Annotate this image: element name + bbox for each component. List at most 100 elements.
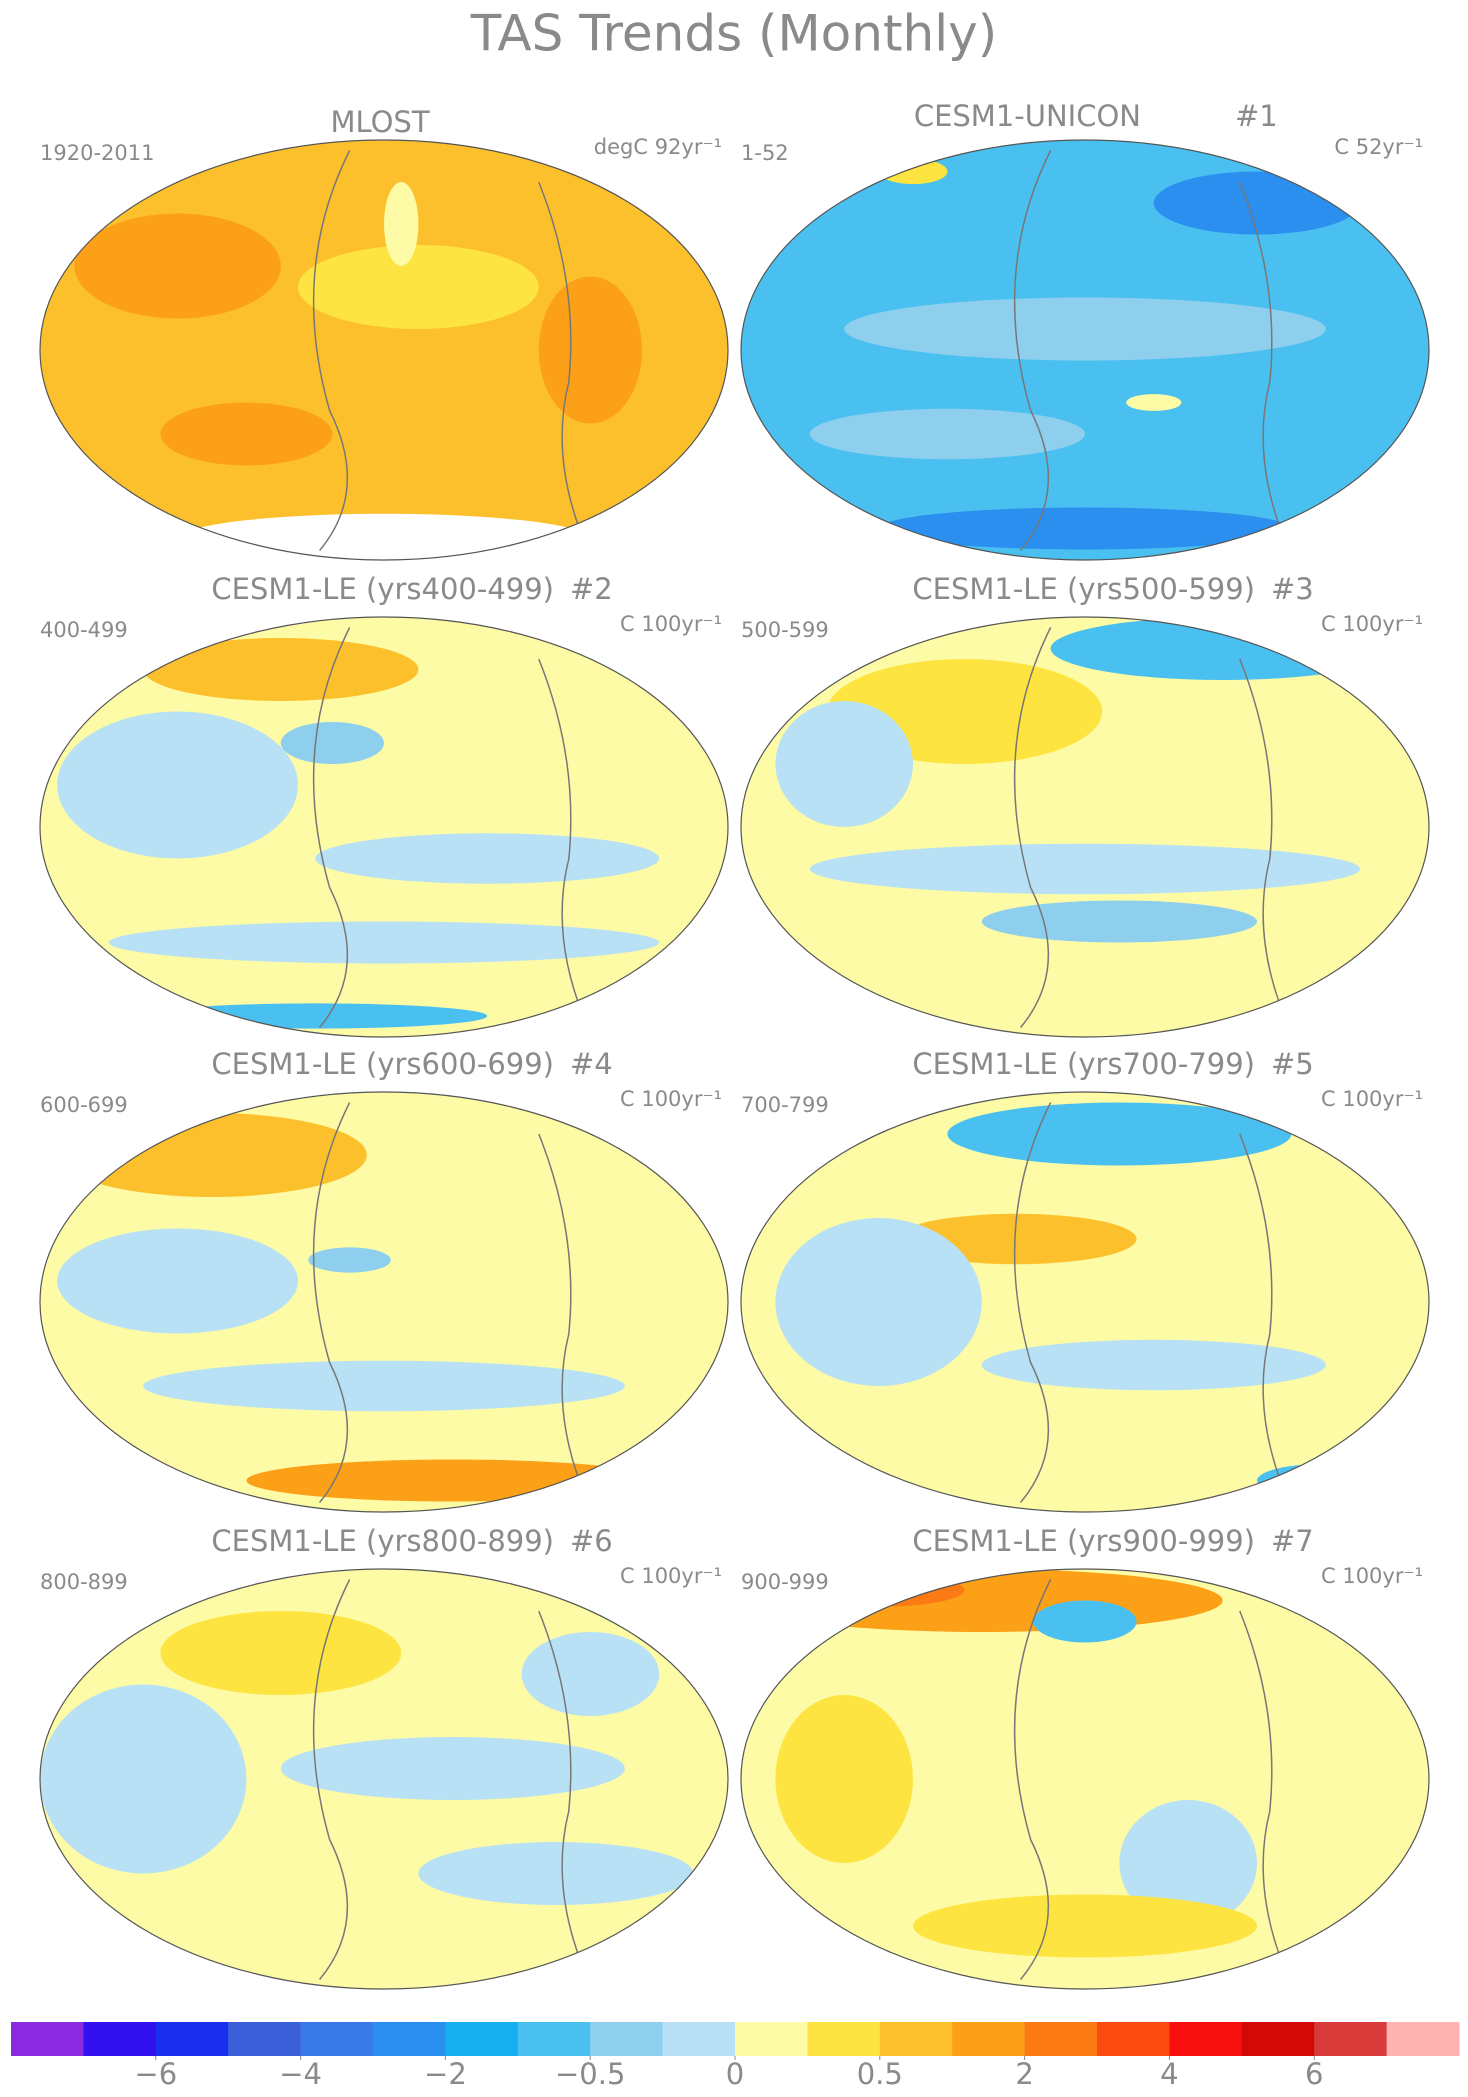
coastline xyxy=(1013,1102,1306,1512)
colorbar-box xyxy=(590,2022,664,2056)
map-border xyxy=(39,1568,729,1990)
map-panel xyxy=(40,1092,728,1512)
panel-number: #1 xyxy=(1235,99,1278,133)
map-region xyxy=(384,182,419,266)
map-region xyxy=(160,402,333,466)
panel-number: #4 xyxy=(570,1047,613,1081)
colorbar-box xyxy=(1169,2022,1243,2056)
colorbar-label: −6 xyxy=(134,2057,177,2091)
map-region xyxy=(1119,1800,1257,1926)
right-label: C 100yr⁻¹ xyxy=(620,1087,722,1111)
panel-number: #6 xyxy=(570,1524,613,1558)
coastline xyxy=(312,627,605,1037)
map-region xyxy=(844,297,1326,361)
map-panel xyxy=(40,140,728,560)
map-region xyxy=(775,1218,982,1386)
colorbar-box xyxy=(952,2022,1026,2056)
coastline xyxy=(1013,150,1306,560)
map-region xyxy=(981,1339,1326,1391)
panel-number: #3 xyxy=(1271,572,1314,606)
coastline xyxy=(312,1102,605,1512)
right-label: C 100yr⁻¹ xyxy=(1321,612,1423,636)
left-label: 1920-2011 xyxy=(40,141,154,165)
colorbar-label: −2 xyxy=(424,2057,467,2091)
map-region xyxy=(538,276,643,424)
map-region xyxy=(775,1695,913,1863)
map-region xyxy=(775,701,913,827)
map-border xyxy=(39,139,729,561)
colorbar-box xyxy=(155,2022,229,2056)
panel-number: #7 xyxy=(1271,1524,1314,1558)
colorbar-label: 4 xyxy=(1160,2057,1178,2091)
panel-title: MLOST xyxy=(330,105,429,139)
colorbar-label: 0.5 xyxy=(857,2057,903,2091)
colorbar-box xyxy=(300,2022,374,2056)
map-region xyxy=(280,1737,625,1800)
right-label: degC 92yr⁻¹ xyxy=(594,135,722,159)
map-region xyxy=(981,900,1257,943)
map-region xyxy=(809,843,1361,895)
coastline xyxy=(1013,1579,1306,1989)
colorbar-box xyxy=(662,2022,736,2056)
map-panel xyxy=(741,617,1429,1037)
colorbar-box xyxy=(735,2022,808,2056)
map-region xyxy=(1126,394,1182,411)
map-region xyxy=(308,1247,391,1273)
map-panel xyxy=(40,1569,728,1989)
map-region xyxy=(143,1360,625,1412)
right-label: C 100yr⁻¹ xyxy=(1321,1564,1423,1588)
colorbar-box xyxy=(517,2022,591,2056)
colorbar-box xyxy=(11,2022,84,2056)
map-panel xyxy=(40,617,728,1037)
colorbar-label: 2 xyxy=(1015,2057,1033,2091)
colorbar-label: −4 xyxy=(279,2057,322,2091)
map-region xyxy=(1257,1463,1395,1498)
right-label: C 100yr⁻¹ xyxy=(620,1564,722,1588)
map-region xyxy=(1033,1600,1137,1643)
coastline xyxy=(1013,627,1306,1037)
map-region xyxy=(298,245,539,329)
colorbar-box xyxy=(1241,2022,1315,2056)
map-region xyxy=(1153,171,1361,235)
map-region xyxy=(57,711,298,859)
left-label: 900-999 xyxy=(741,1570,829,1594)
map-region xyxy=(809,408,1085,460)
colorbar-label: 6 xyxy=(1305,2057,1323,2091)
map-region xyxy=(40,1684,247,1874)
colorbar-box xyxy=(1386,2022,1460,2056)
panel-title: CESM1-LE (yrs500-599) xyxy=(912,572,1255,606)
colorbar-box xyxy=(1314,2022,1388,2056)
map-region xyxy=(521,1632,660,1716)
map-panel xyxy=(741,1092,1429,1512)
map-region xyxy=(74,213,281,319)
map-region xyxy=(143,1003,488,1029)
map-region xyxy=(878,507,1292,550)
panel-title: CESM1-LE (yrs900-999) xyxy=(912,1524,1255,1558)
colorbar-label: 0 xyxy=(726,2057,744,2091)
map-region xyxy=(947,1102,1292,1166)
coastline xyxy=(312,150,605,560)
panel-title: CESM1-LE (yrs700-799) xyxy=(912,1047,1255,1081)
map-border xyxy=(39,616,729,1038)
right-label: C 100yr⁻¹ xyxy=(620,612,722,636)
colorbar-box xyxy=(1024,2022,1098,2056)
panel-number: #5 xyxy=(1271,1047,1314,1081)
panel-title: CESM1-LE (yrs800-899) xyxy=(211,1524,554,1558)
left-label: 1-52 xyxy=(741,141,789,165)
colorbar-box xyxy=(807,2022,881,2056)
map-panel xyxy=(741,1569,1429,1989)
colorbar-box xyxy=(879,2022,953,2056)
map-region xyxy=(418,1842,694,1905)
map-region xyxy=(160,1611,402,1695)
right-label: C 52yr⁻¹ xyxy=(1334,135,1423,159)
left-label: 400-499 xyxy=(40,618,128,642)
colorbar-box xyxy=(445,2022,519,2056)
panel-title: CESM1-LE (yrs600-699) xyxy=(211,1047,554,1081)
colorbar-box xyxy=(228,2022,302,2056)
map-border xyxy=(740,139,1430,561)
left-label: 600-699 xyxy=(40,1093,128,1117)
left-label: 700-799 xyxy=(741,1093,829,1117)
map-border xyxy=(39,1091,729,1513)
map-region xyxy=(315,833,660,884)
map-region xyxy=(246,1459,660,1502)
